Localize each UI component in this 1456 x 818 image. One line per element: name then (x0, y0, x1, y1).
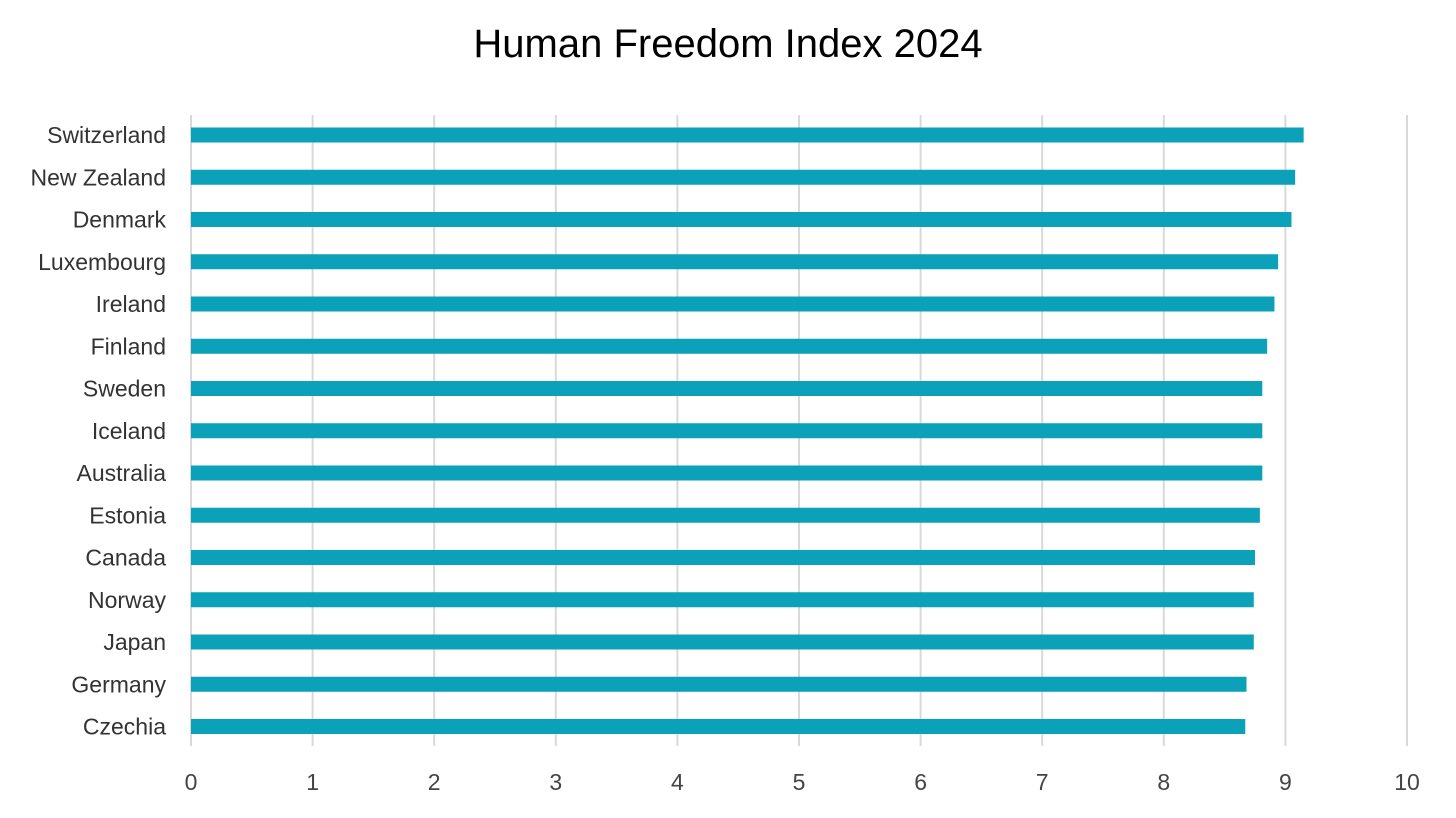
bar-sweden (191, 381, 1263, 396)
category-label-norway: Norway (88, 587, 166, 613)
category-label-japan: Japan (103, 629, 166, 655)
x-tick-label-2: 2 (428, 769, 441, 795)
bar-finland (191, 338, 1268, 354)
x-tick-label-7: 7 (1036, 769, 1049, 795)
x-tick-label-0: 0 (185, 769, 198, 795)
x-tick-label-1: 1 (306, 769, 319, 795)
x-tick-label-5: 5 (793, 769, 806, 795)
bar-iceland (191, 423, 1263, 439)
category-label-finland: Finland (91, 333, 166, 359)
x-tick-label-6: 6 (914, 769, 927, 795)
bar-switzerland (191, 127, 1304, 143)
category-label-australia: Australia (77, 460, 167, 486)
x-tick-labels: 0 1 2 3 4 5 6 7 8 9 10 (185, 769, 1420, 795)
category-label-switzerland: Switzerland (47, 122, 166, 148)
bar-estonia (191, 507, 1260, 523)
x-tick-label-4: 4 (671, 769, 684, 795)
bar-luxembourg (191, 254, 1279, 270)
category-label-sweden: Sweden (83, 376, 166, 402)
bar-new-zealand (191, 169, 1296, 185)
category-labels: Switzerland New Zealand Denmark Luxembourg I… (30, 122, 166, 740)
category-label-estonia: Estonia (89, 502, 166, 528)
bar-denmark (191, 212, 1292, 227)
bars (191, 127, 1304, 734)
category-label-denmark: Denmark (73, 207, 167, 233)
category-label-ireland: Ireland (96, 291, 166, 317)
bar-japan (191, 634, 1254, 650)
bar-australia (191, 465, 1263, 481)
x-tick-label-3: 3 (549, 769, 562, 795)
bar-canada (191, 550, 1255, 565)
category-label-new-zealand: New Zealand (30, 164, 166, 190)
category-label-germany: Germany (71, 671, 166, 697)
category-label-canada: Canada (85, 545, 166, 571)
bar-norway (191, 592, 1254, 608)
bar-germany (191, 676, 1247, 692)
category-label-luxembourg: Luxembourg (38, 249, 166, 275)
x-tick-label-8: 8 (1157, 769, 1170, 795)
x-tick-label-9: 9 (1279, 769, 1292, 795)
x-tick-label-10: 10 (1394, 769, 1420, 795)
bar-czechia (191, 719, 1246, 734)
chart-title: Human Freedom Index 2024 (473, 22, 983, 66)
bar-ireland (191, 296, 1275, 312)
category-label-iceland: Iceland (92, 418, 166, 444)
category-label-czechia: Czechia (83, 714, 166, 740)
